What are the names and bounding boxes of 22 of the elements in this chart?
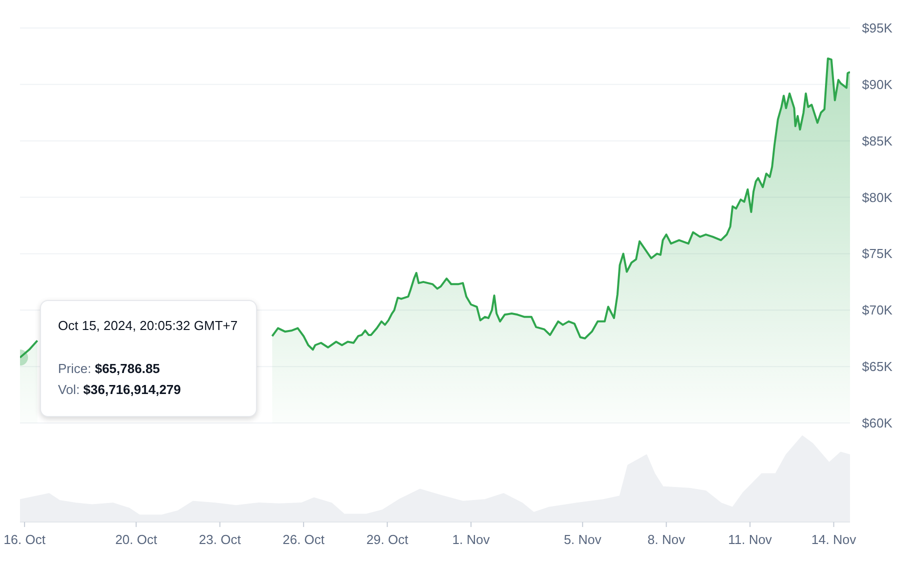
- x-tick-label: 8. Nov: [648, 532, 686, 547]
- y-tick-label: $75K: [862, 246, 893, 262]
- x-tick-label: 5. Nov: [564, 532, 602, 547]
- y-tick-label: $85K: [862, 133, 893, 148]
- y-tick-label: $90K: [862, 76, 893, 92]
- x-tick-label: 29. Oct: [366, 532, 409, 547]
- x-tick-label: 23. Oct: [198, 532, 242, 547]
- y-tick-label: $80K: [862, 190, 893, 205]
- y-tick-label: $65K: [862, 359, 893, 374]
- x-tick-label: 26. Oct: [282, 532, 325, 547]
- x-tick-label: 1. Nov: [452, 532, 490, 547]
- y-tick-label: $60K: [862, 416, 893, 430]
- y-tick-label: $70K: [862, 302, 893, 318]
- annotation: Oct 15, 2024, 20:05:32 GMT+7: [58, 318, 238, 333]
- x-tick-label: 20. Oct: [115, 532, 158, 547]
- x-tick-label: 11. Nov: [728, 532, 772, 547]
- annotation: Price: $65,786.85: [58, 360, 160, 376]
- x-tick-label: 16. Oct: [4, 532, 46, 547]
- y-tick-label: $95K: [862, 20, 893, 36]
- x-tick-label: 14. Nov: [811, 532, 857, 547]
- tooltip: Oct 15, 2024, 20:05:32 GMT+7 Price: $65,786.85 Vol: $36,716,914,279: [40, 300, 257, 417]
- annotation: Vol: $36,716,914,279: [58, 382, 181, 397]
